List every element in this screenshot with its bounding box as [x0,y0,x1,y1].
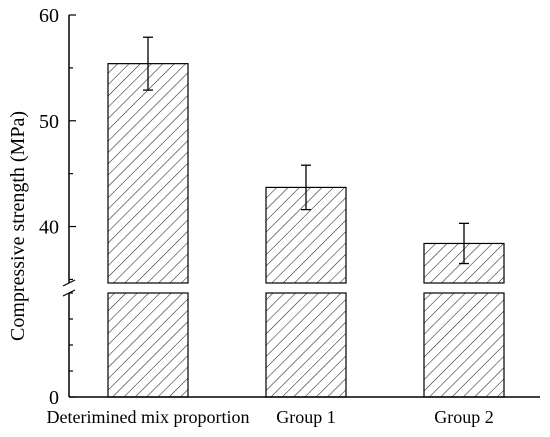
y-tick-label: 40 [39,217,59,239]
x-tick-label-1: Deterimined mix proportion [47,407,250,427]
y-axis-title: Compressive strength (MPa) [7,111,29,341]
bar-lower-2 [265,292,347,398]
x-labels-group: Deterimined mix proportion Group 1 Group 2 [47,407,494,427]
error-bar-3 [459,222,469,265]
x-tick-label-3: Group 2 [434,407,494,427]
error-bars-group [143,36,469,265]
error-bar-1 [143,36,153,91]
bar-lower-1 [107,292,189,398]
x-tick-label-2: Group 1 [276,407,336,427]
y-tick-label: 60 [39,5,59,27]
bar-lower-3 [423,292,505,398]
bars-group [107,63,505,398]
error-bar-2 [301,164,311,211]
y-ticks-group: 40 50 60 0 [39,5,76,409]
y-tick-label: 50 [39,111,59,133]
y-tick-label: 0 [49,387,59,409]
bar-upper-1 [107,63,189,284]
